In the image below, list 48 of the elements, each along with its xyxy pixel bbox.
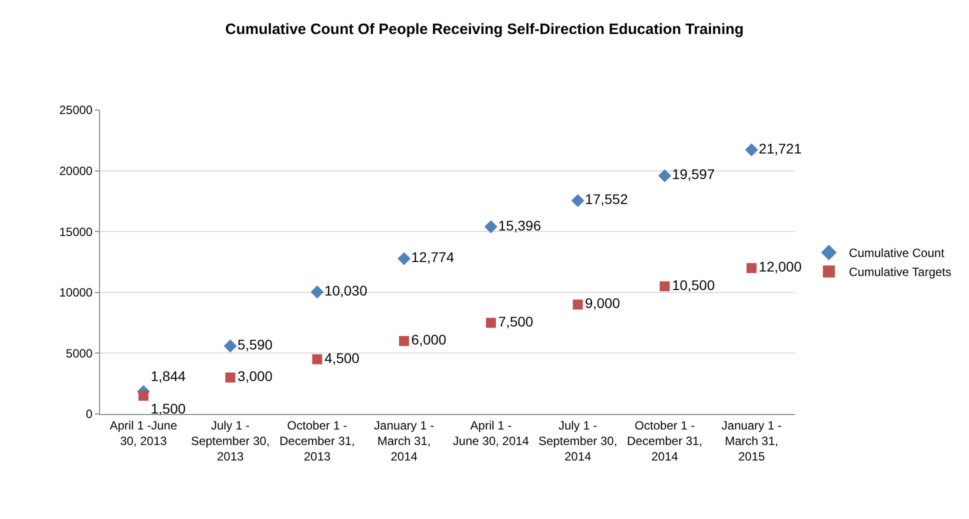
point — [138, 390, 148, 401]
data-label: 4,500 — [324, 350, 360, 366]
data-label: 10,500 — [672, 276, 715, 293]
x-tick-label: April 1 - June 30, 2014 — [452, 418, 530, 448]
point — [571, 194, 584, 208]
point — [660, 281, 670, 292]
x-tick-label: October 1 - December 31, 2014 — [627, 418, 702, 464]
point — [658, 169, 672, 182]
y-tick-label: 10000 — [59, 286, 93, 300]
x-tick-label: October 1 - December 31, 2013 — [280, 418, 355, 464]
y-tick-label: 5000 — [66, 346, 93, 360]
point — [310, 286, 324, 299]
point — [745, 143, 758, 156]
data-label: 1,500 — [150, 400, 186, 417]
data-label: 3,000 — [238, 368, 273, 384]
point — [225, 372, 236, 383]
data-label: 17,552 — [585, 191, 628, 208]
legend-label: Cumulative Targets — [848, 265, 952, 280]
data-label: 7,500 — [498, 313, 534, 330]
x-tick-label: April 1 -June 30, 2013 — [110, 418, 178, 448]
x-tick-label: January 1 - March 31, 2015 — [722, 418, 782, 464]
data-label: 19,597 — [672, 166, 715, 182]
x-tick-label: July 1 - September 30, 2013 — [190, 418, 270, 464]
point — [224, 340, 237, 353]
point — [572, 300, 583, 310]
y-tick-label: 0 — [86, 407, 93, 422]
point — [398, 252, 411, 266]
data-label: 6,000 — [411, 332, 447, 348]
y-tick-label: 15000 — [59, 224, 93, 239]
y-tick-label: 25000 — [59, 103, 93, 118]
point — [484, 220, 498, 234]
y-tick-label: 20000 — [59, 164, 93, 178]
data-label: 5,590 — [238, 336, 273, 353]
x-tick-label: July 1 - September 30, 2014 — [538, 418, 618, 464]
legend-label: Cumulative Count — [848, 246, 945, 260]
data-label: 1,844 — [150, 368, 186, 384]
point — [399, 336, 410, 346]
point — [312, 354, 322, 364]
point — [486, 318, 496, 328]
x-tick-label: January 1 - March 31, 2014 — [374, 418, 434, 464]
point — [746, 263, 757, 274]
data-label: 10,030 — [324, 282, 368, 299]
data-label: 12,000 — [758, 258, 802, 275]
chart-title: Cumulative Count Of People Receiving Self-Direction Education Training — [225, 20, 744, 38]
data-label: 15,396 — [498, 217, 542, 234]
data-label: 21,721 — [758, 140, 802, 156]
data-label: 9,000 — [585, 295, 620, 312]
data-label: 12,774 — [411, 249, 454, 266]
